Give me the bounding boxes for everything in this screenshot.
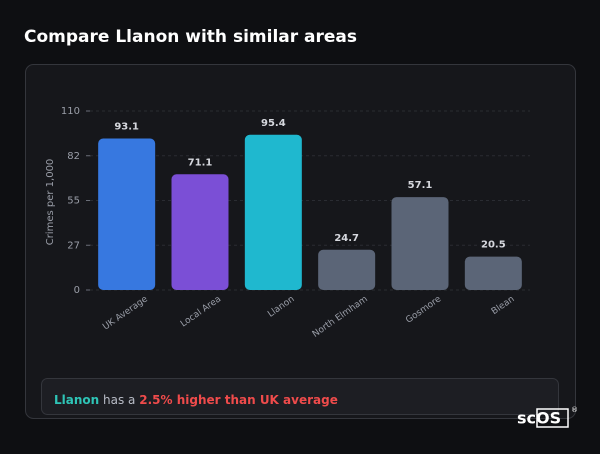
logo-box [536,408,569,428]
page-title: Compare Llanon with similar areas [24,27,357,47]
y-tick-label: 27 [67,240,80,251]
y-tick-label: 0 [74,285,80,296]
value-label: 71.1 [188,157,213,168]
value-label: 57.1 [408,180,433,191]
logo-mark: ® [571,406,578,414]
logo: scOS [517,409,561,428]
bar [464,256,522,290]
value-label: 93.1 [114,122,139,133]
summary-box [41,378,559,415]
value-label: 95.4 [261,118,286,129]
summary-text: Llanon has a 2.5% higher than UK average [54,393,338,407]
bar [171,174,229,290]
value-label: 20.5 [481,240,506,251]
y-tick-label: 82 [67,151,80,162]
y-tick-label: 110 [61,106,80,117]
bar [318,249,376,290]
summary-connector: has a [103,393,135,407]
y-axis-label: Crimes per 1,000 [45,159,56,246]
y-tick-label: 55 [67,196,80,207]
bar [244,134,302,290]
summary-area: Llanon [54,393,99,407]
bar [391,197,449,290]
summary-comparison: 2.5% higher than UK average [139,393,338,407]
value-label: 24.7 [334,233,359,244]
bar [98,138,156,290]
